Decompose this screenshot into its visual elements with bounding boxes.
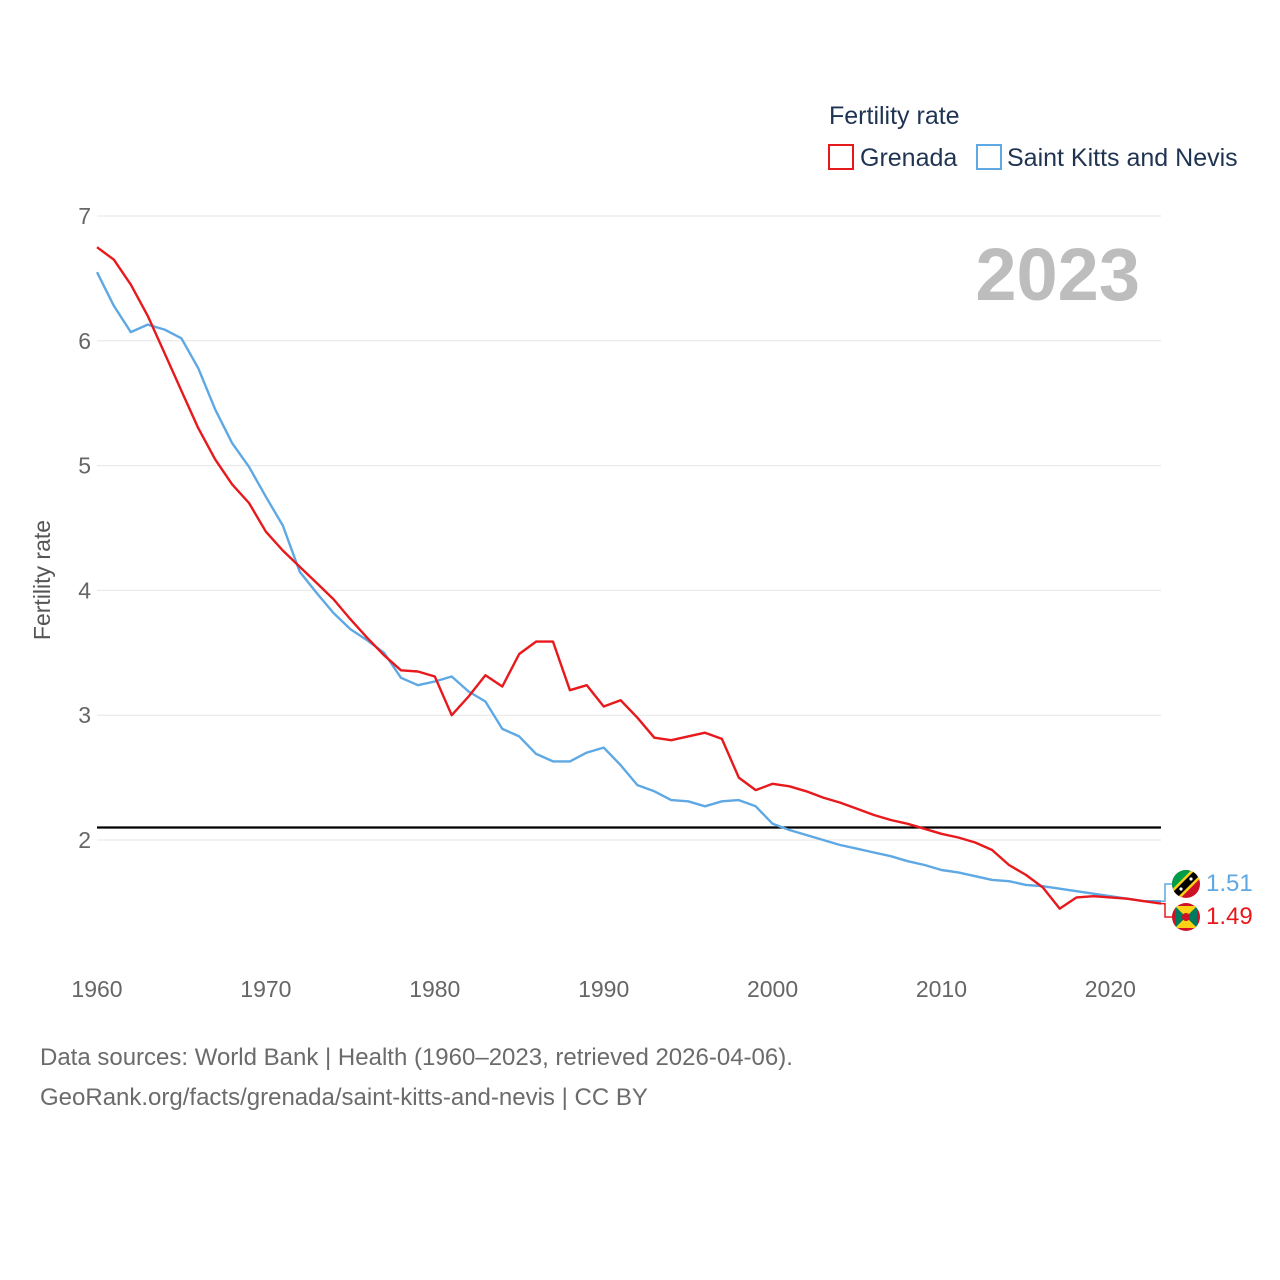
footer-source: Data sources: World Bank | Health (1960–… xyxy=(40,1044,793,1071)
end-connector-saint-kitts-and-nevis xyxy=(1161,883,1172,902)
y-tick-label: 7 xyxy=(78,203,91,229)
x-tick-label: 2000 xyxy=(747,976,798,1002)
y-axis-title: Fertility rate xyxy=(29,520,55,640)
legend-item-grenada[interactable]: Grenada xyxy=(828,144,957,172)
y-tick-label: 2 xyxy=(78,827,91,853)
legend-label-grenada: Grenada xyxy=(860,144,957,172)
end-label-saint-kitts-and-nevis: 1.51 xyxy=(1206,870,1253,897)
end-markers: 1.51 1.49 xyxy=(1172,870,1253,931)
y-tick-label: 5 xyxy=(78,453,91,479)
x-tick-label: 1980 xyxy=(409,976,460,1002)
end-connector-grenada xyxy=(1161,902,1172,918)
saint-kitts-and-nevis-flag-icon xyxy=(1172,870,1200,898)
end-label-grenada: 1.49 xyxy=(1206,903,1253,930)
y-tick-label: 4 xyxy=(78,577,91,603)
gridlines xyxy=(97,215,1161,841)
footer-url[interactable]: GeoRank.org/facts/grenada/saint-kitts-an… xyxy=(40,1084,648,1111)
legend-item-saint-kitts-and-nevis[interactable]: Saint Kitts and Nevis xyxy=(976,144,1238,172)
x-tick-label: 1960 xyxy=(71,976,122,1002)
legend-swatch-saint-kitts-and-nevis xyxy=(976,144,1002,170)
x-tick-label: 1990 xyxy=(578,976,629,1002)
x-tick-label: 1970 xyxy=(240,976,291,1002)
y-tick-label: 6 xyxy=(78,328,91,354)
y-tick-label: 3 xyxy=(78,702,91,728)
series-line-grenada xyxy=(96,246,1162,910)
legend-label-saint-kitts-and-nevis: Saint Kitts and Nevis xyxy=(1007,144,1238,172)
y-axis-ticks: 2 3 4 5 6 7 xyxy=(78,203,91,853)
year-watermark: 2023 xyxy=(975,233,1140,316)
grenada-flag-icon xyxy=(1172,903,1200,931)
x-axis-ticks: 1960 1970 1980 1990 2000 2010 2020 xyxy=(71,976,1136,1002)
x-tick-label: 2020 xyxy=(1085,976,1136,1002)
x-tick-label: 2010 xyxy=(916,976,967,1002)
legend-title: Fertility rate xyxy=(829,102,960,130)
series-layer xyxy=(95,246,1172,918)
legend-swatch-grenada xyxy=(828,144,854,170)
series-line-saint-kitts-and-nevis xyxy=(95,271,1161,903)
legend: Fertility rate Grenada Saint Kitts and N… xyxy=(828,102,1238,172)
